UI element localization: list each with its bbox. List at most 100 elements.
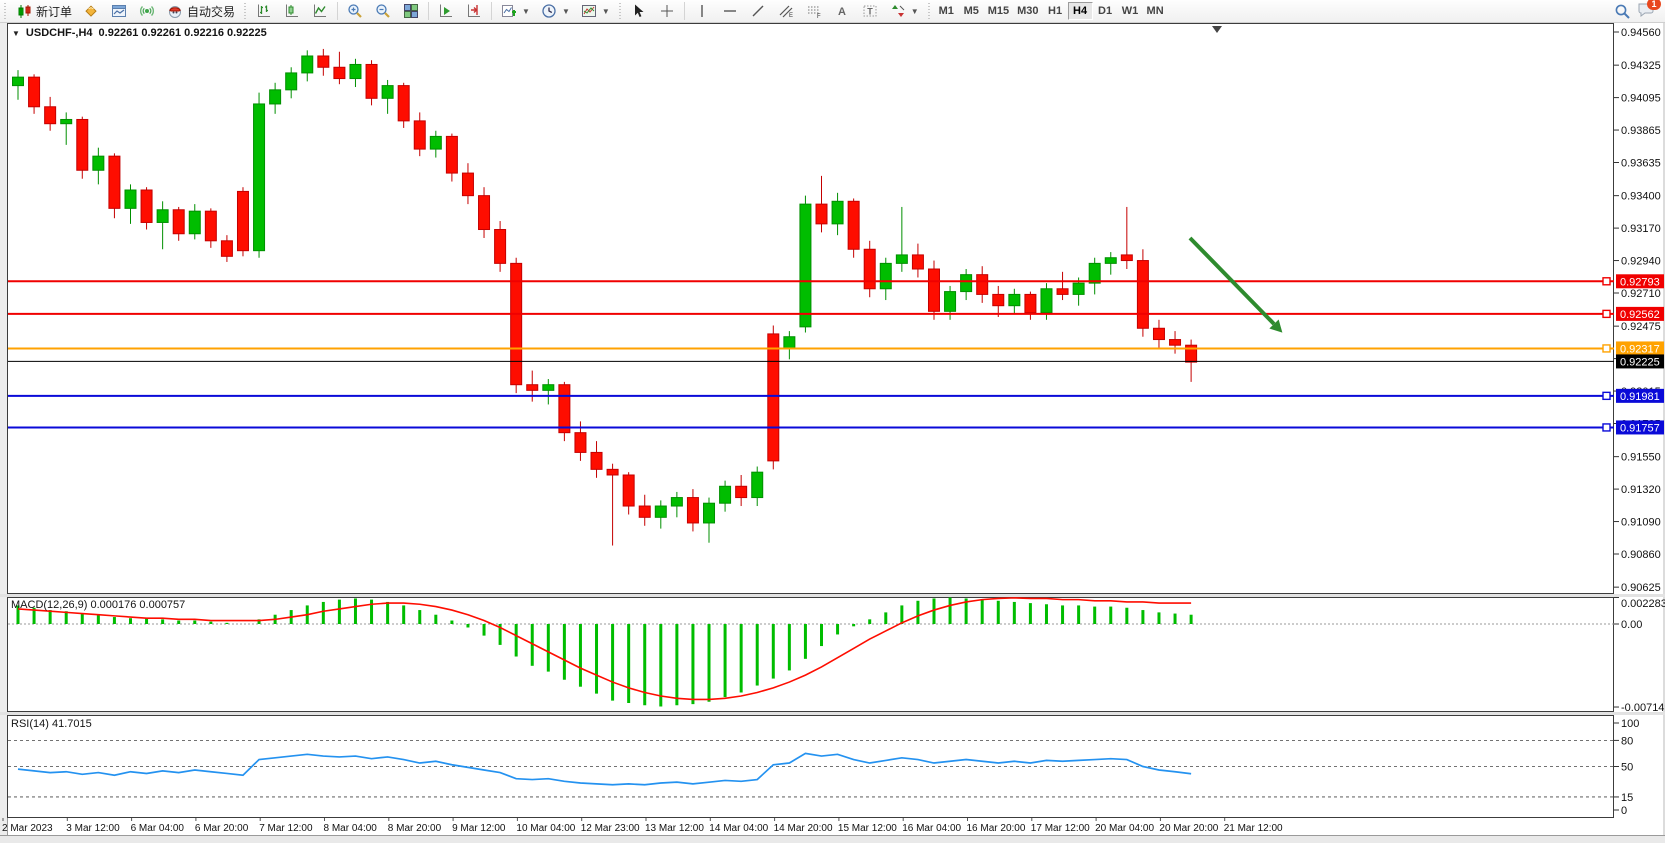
periods-caret: ▼ [561,6,570,16]
candle-body [879,262,892,290]
periods-button[interactable]: ▼ [535,1,575,21]
time-axis-label: 17 Mar 12:00 [1031,823,1090,834]
candle-body [1056,288,1069,295]
candle-body [445,135,458,174]
candle-body [799,203,812,328]
price-axis-label: 0.90860 [1621,549,1661,561]
candle-body [960,274,973,293]
annotation-arrow-head[interactable] [1269,319,1283,333]
candle-body [108,155,121,209]
chart-shift-icon [465,1,483,21]
trendline-tool-button[interactable] [744,1,772,21]
templates-button[interactable]: ▼ [575,1,615,21]
horizontal-line-tool-button[interactable] [716,1,744,21]
price-axis-label: 0.92710 [1621,288,1661,300]
auto-scroll-button[interactable] [432,1,460,21]
rsi-panel [7,715,1614,818]
chart-shift-marker[interactable] [1212,26,1222,33]
toolbar-drag-handle[interactable] [616,3,623,19]
chart-ohlc-values: 0.92261 0.92261 0.92216 0.92225 [98,27,267,39]
timeframe-button-M15[interactable]: M15 [984,2,1013,20]
market-watch-button[interactable] [77,1,105,21]
price-axis-label: 0.92475 [1621,321,1661,333]
time-axis-label: 13 Mar 12:00 [645,823,704,834]
current-price-label [1616,354,1664,369]
text-label-tool-button[interactable]: T [856,1,884,21]
notifications-button[interactable]: 1 [1637,0,1661,21]
candle-body [622,474,635,507]
hline-anchor-marker[interactable] [1602,423,1611,432]
arrows-icon [889,1,907,21]
vertical-line-icon [693,1,711,21]
auto-trading-button[interactable]: 自动交易 [161,1,240,21]
candle-body [638,505,651,518]
candle-body [863,248,876,290]
rsi-indicator-label: RSI(14) 41.7015 [11,718,92,730]
timeframe-button-D1[interactable]: D1 [1093,2,1118,20]
timeframe-button-H4[interactable]: H4 [1067,2,1093,20]
time-axis-label: 8 Mar 20:00 [388,823,442,834]
tile-windows-button[interactable] [397,1,425,21]
toolbar-drag-handle[interactable] [242,3,249,19]
price-axis-label: 0.94560 [1621,27,1661,39]
horizontal-line-icon [721,1,739,21]
fibonacci-tool-button[interactable]: F [800,1,828,21]
line-chart-button[interactable] [306,1,334,21]
indicators-button[interactable]: ▼ [495,1,535,21]
charts-window-button[interactable] [105,1,133,21]
zoom-out-button[interactable] [369,1,397,21]
price-axis-label: 0.90625 [1621,582,1661,594]
new-order-button[interactable]: 新订单 [10,1,77,21]
price-axis-label: 0.94095 [1621,93,1661,105]
panel-separator[interactable] [0,594,1665,597]
timeframe-button-MN[interactable]: MN [1143,2,1168,20]
candle-body [236,190,249,252]
timeframe-button-M30[interactable]: M30 [1013,2,1042,20]
arrows-tool-button[interactable]: ▼ [884,1,924,21]
candle-body [1024,293,1037,314]
signal-icon [138,1,156,21]
fibonacci-icon: F [805,1,823,21]
price-axis-label: 0.93635 [1621,157,1661,169]
candle-body [76,118,89,171]
zoom-in-button[interactable] [341,1,369,21]
rsi-axis-label: 80 [1621,735,1633,747]
macd-indicator-label: MACD(12,26,9) 0.000176 0.000757 [11,599,186,611]
timeframe-button-H1[interactable]: H1 [1043,2,1068,20]
bar-chart-button[interactable] [250,1,278,21]
hline-anchor-marker[interactable] [1602,391,1611,401]
hline-anchor-marker[interactable] [1602,309,1611,319]
crosshair-tool-button[interactable] [653,1,681,21]
timeframe-button-M5[interactable]: M5 [959,2,984,20]
toolbar-drag-handle[interactable] [925,3,932,19]
candle-body [686,497,699,524]
auto-trading-icon [166,1,184,21]
annotation-arrow-line[interactable] [1188,236,1276,326]
candle-body [590,451,603,470]
chart-shift-button[interactable] [460,1,488,21]
time-axis-label: 15 Mar 12:00 [838,823,897,834]
svg-text:A: A [838,6,846,18]
hline-anchor-marker[interactable] [1602,344,1611,353]
timeframe-button-W1[interactable]: W1 [1118,2,1143,20]
toolbar-drag-handle[interactable] [2,3,8,19]
chart-symbol-period: USDCHF-,H4 [25,27,93,39]
timeframe-button-M1[interactable]: M1 [934,2,959,20]
candle-body [413,120,426,150]
candle-body [911,254,924,270]
text-tool-button[interactable]: A [828,1,856,21]
cursor-tool-button[interactable] [625,1,653,21]
new-order-icon [15,1,33,21]
candlestick-chart-button[interactable] [278,1,306,21]
signal-button[interactable] [133,1,161,21]
price-axis-label: 0.93400 [1621,191,1661,203]
rsi-axis-label: 0 [1621,805,1627,817]
panel-separator[interactable] [0,712,1665,715]
channel-tool-button[interactable]: E [772,1,800,21]
search-icon[interactable] [1613,1,1631,21]
vertical-line-tool-button[interactable] [688,1,716,21]
hline-anchor-marker[interactable] [1602,277,1611,286]
candle-body [847,200,860,250]
indicators-caret: ▼ [522,6,530,16]
chart-collapse-icon[interactable]: ▼ [12,28,20,38]
